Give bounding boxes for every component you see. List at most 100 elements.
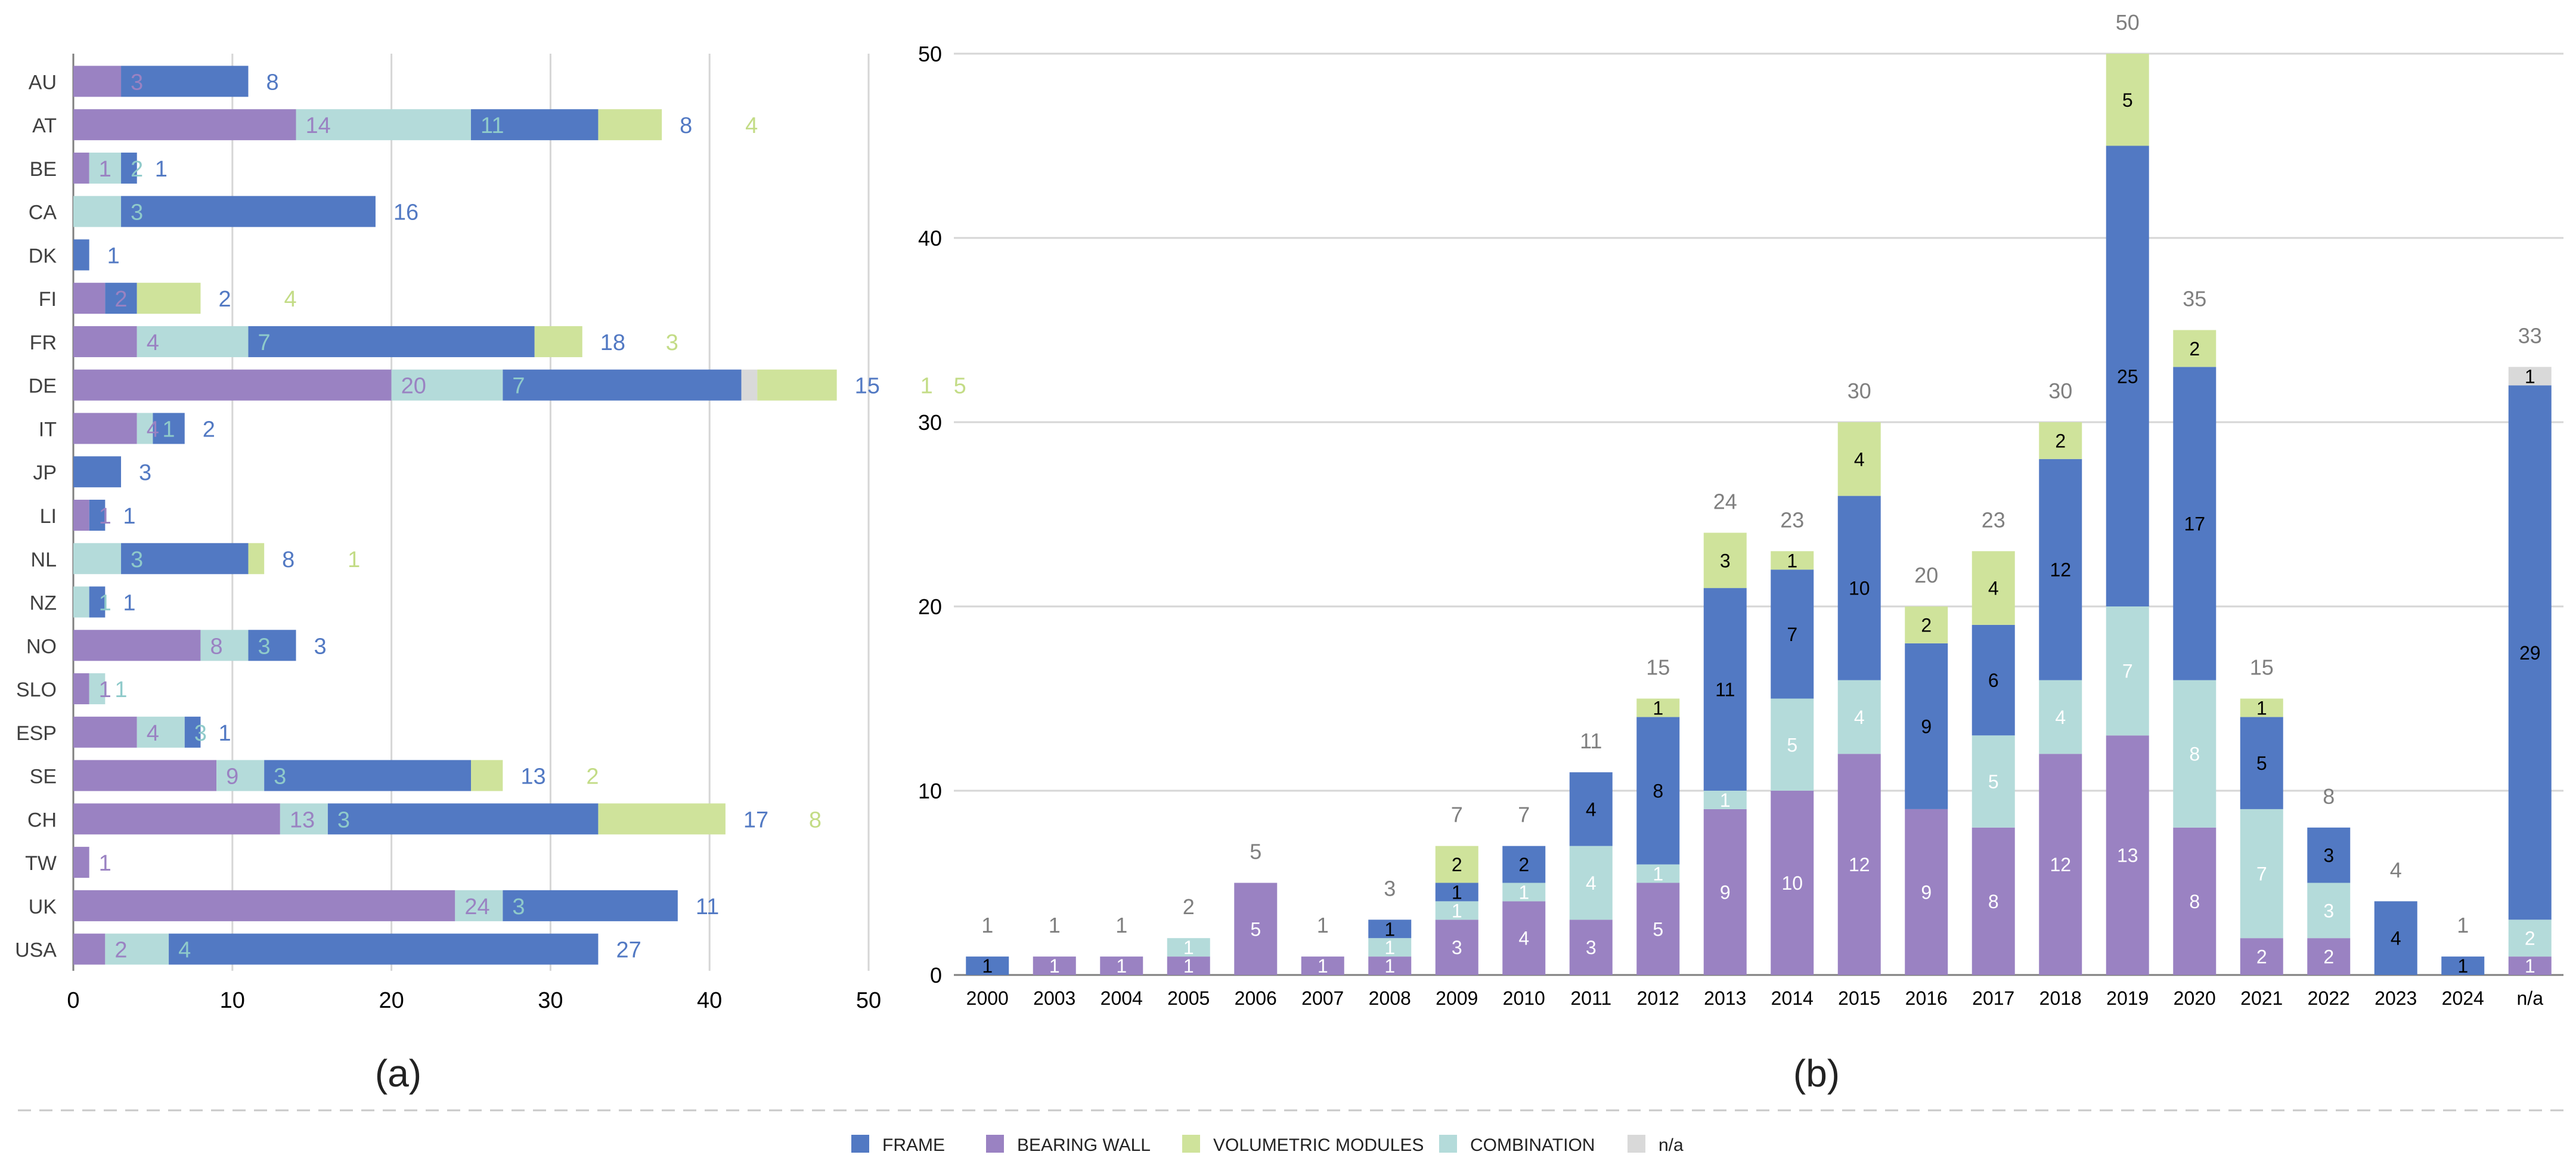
- total-label-2003: 1: [1049, 913, 1061, 937]
- data-label-nl-frame: 8: [282, 547, 295, 572]
- legend-swatch-combination: [1439, 1135, 1457, 1153]
- data-label-2023-frame: 4: [2391, 928, 2401, 949]
- data-label-2019-combination: 7: [2122, 661, 2133, 682]
- x-tick-label: 20: [379, 988, 404, 1013]
- bar-2009-frame: [1435, 883, 1478, 902]
- total-label-2004: 1: [1115, 913, 1127, 937]
- data-label-fi-volumetric-modules: 4: [284, 287, 296, 312]
- category-label-fi: FI: [39, 288, 57, 311]
- data-label-2003-bearing-wall: 1: [1049, 955, 1060, 977]
- category-label-tw: TW: [25, 852, 57, 875]
- data-label-fr-frame: 18: [600, 330, 625, 355]
- x-tick-label-2010: 2010: [1503, 987, 1545, 1009]
- bar-at-bearing-wall: [73, 109, 296, 141]
- data-label-at-frame: 8: [680, 113, 692, 138]
- data-label-it-frame: 2: [203, 417, 215, 442]
- total-label-2008: 3: [1384, 876, 1396, 900]
- data-label-de-bearing-wall: 20: [401, 374, 426, 399]
- bar-2012-frame: [1636, 717, 1680, 865]
- data-label-se-volumetric-modules: 2: [586, 764, 599, 790]
- bar-2013-volumetric-modules: [1703, 533, 1747, 589]
- total-label-2006: 5: [1250, 840, 1261, 864]
- bar-2023-frame: [2374, 901, 2417, 975]
- bar-2017-bearing-wall: [1971, 827, 2015, 975]
- x-tick-label: 10: [220, 988, 245, 1013]
- data-label-2017-frame: 6: [1988, 670, 1999, 691]
- bar-usa-frame: [169, 933, 599, 965]
- data-label-usa-bearing-wall: 2: [114, 938, 127, 963]
- data-label-li-frame: 1: [123, 504, 135, 529]
- legend-label-frame: FRAME: [882, 1135, 945, 1155]
- bar-2014-bearing-wall: [1771, 791, 1814, 975]
- data-label-no-frame: 3: [314, 634, 327, 659]
- bar-at-combination: [296, 109, 471, 141]
- bar-2009-volumetric-modules: [1435, 846, 1478, 883]
- category-label-dk: DK: [29, 244, 57, 267]
- bar-2005-bearing-wall: [1167, 956, 1210, 975]
- bar-no-frame: [248, 630, 296, 661]
- data-label-2011-frame: 4: [1586, 798, 1597, 820]
- category-label-jp: JP: [33, 462, 57, 484]
- bar-2012-combination: [1636, 864, 1680, 883]
- total-label-2007: 1: [1317, 913, 1329, 937]
- data-label-2011-bearing-wall: 3: [1586, 937, 1597, 958]
- bar-n-a-frame: [2508, 385, 2552, 920]
- data-label-2015-bearing-wall: 12: [1849, 854, 1870, 875]
- bar-esp-frame: [184, 716, 201, 748]
- bar-2020-frame: [2173, 367, 2217, 680]
- y-tick-label: 40: [918, 226, 942, 250]
- category-label-no: NO: [26, 635, 57, 658]
- x-tick-label-n-a: n/a: [2517, 987, 2544, 1009]
- data-label-slo-combination: 1: [114, 677, 127, 702]
- bar-2019-combination: [2106, 606, 2149, 736]
- data-label-2017-combination: 5: [1988, 771, 1999, 792]
- bar-2014-combination: [1771, 698, 1814, 791]
- category-label-at: AT: [32, 114, 57, 137]
- bar-2024-frame: [2441, 956, 2485, 975]
- bar-at-volumetric-modules: [598, 109, 662, 141]
- y-tick-label: 30: [918, 410, 942, 435]
- data-label-2013-bearing-wall: 9: [1720, 881, 1731, 903]
- bar-it-combination: [137, 413, 153, 444]
- data-label-no-bearing-wall: 8: [210, 634, 222, 659]
- bar-it-bearing-wall: [73, 413, 137, 444]
- data-label-ch-frame: 17: [743, 807, 768, 832]
- data-label-2018-frame: 12: [2050, 559, 2071, 581]
- total-label-2024: 1: [2457, 913, 2469, 937]
- total-label-2020: 35: [2183, 287, 2206, 311]
- x-tick-label-2006: 2006: [1235, 987, 1277, 1009]
- data-label-be-frame: 1: [155, 157, 168, 182]
- data-label-2013-combination: 1: [1720, 790, 1731, 811]
- legend-swatch-volumetric-modules: [1182, 1135, 1200, 1153]
- data-label-it-combination: 1: [162, 417, 175, 442]
- bar-2016-bearing-wall: [1905, 809, 1948, 975]
- data-label-2018-combination: 4: [2055, 707, 2066, 728]
- total-label-2005: 2: [1183, 894, 1195, 919]
- bar-2020-combination: [2173, 680, 2217, 828]
- bar-nl-combination: [73, 543, 122, 574]
- data-label-de-frame: 15: [855, 374, 880, 399]
- bar-be-combination: [89, 152, 122, 184]
- data-label-se-combination: 3: [274, 764, 286, 790]
- bar-2015-volumetric-modules: [1837, 422, 1881, 496]
- data-label-2013-volumetric-modules: 3: [1720, 550, 1731, 571]
- bar-2019-bearing-wall: [2106, 735, 2149, 975]
- legend: FRAME BEARING WALL VOLUMETRIC MODULES COMBI…: [851, 1135, 1684, 1155]
- data-label-2019-frame: 25: [2117, 366, 2138, 387]
- category-label-nl: NL: [31, 549, 57, 571]
- data-label-2010-bearing-wall: 4: [1518, 928, 1529, 949]
- data-label-2011-combination: 4: [1586, 872, 1597, 894]
- bar-usa-bearing-wall: [73, 933, 106, 965]
- bar-2008-bearing-wall: [1368, 956, 1412, 975]
- bar-de-bearing-wall: [73, 369, 392, 401]
- data-label-de-n-a: 1: [920, 374, 933, 399]
- bar-2018-volumetric-modules: [2039, 422, 2082, 459]
- data-label-at-bearing-wall: 14: [306, 113, 331, 138]
- data-label-au-frame: 8: [266, 70, 278, 95]
- x-tick-label-2024: 2024: [2442, 987, 2484, 1009]
- bar-slo-bearing-wall: [73, 673, 89, 705]
- data-label-2009-combination: 1: [1452, 900, 1462, 921]
- data-label-2009-volumetric-modules: 2: [1452, 854, 1462, 875]
- caption-b: (b): [1793, 1052, 1840, 1095]
- data-label-2005-combination: 1: [1183, 937, 1194, 958]
